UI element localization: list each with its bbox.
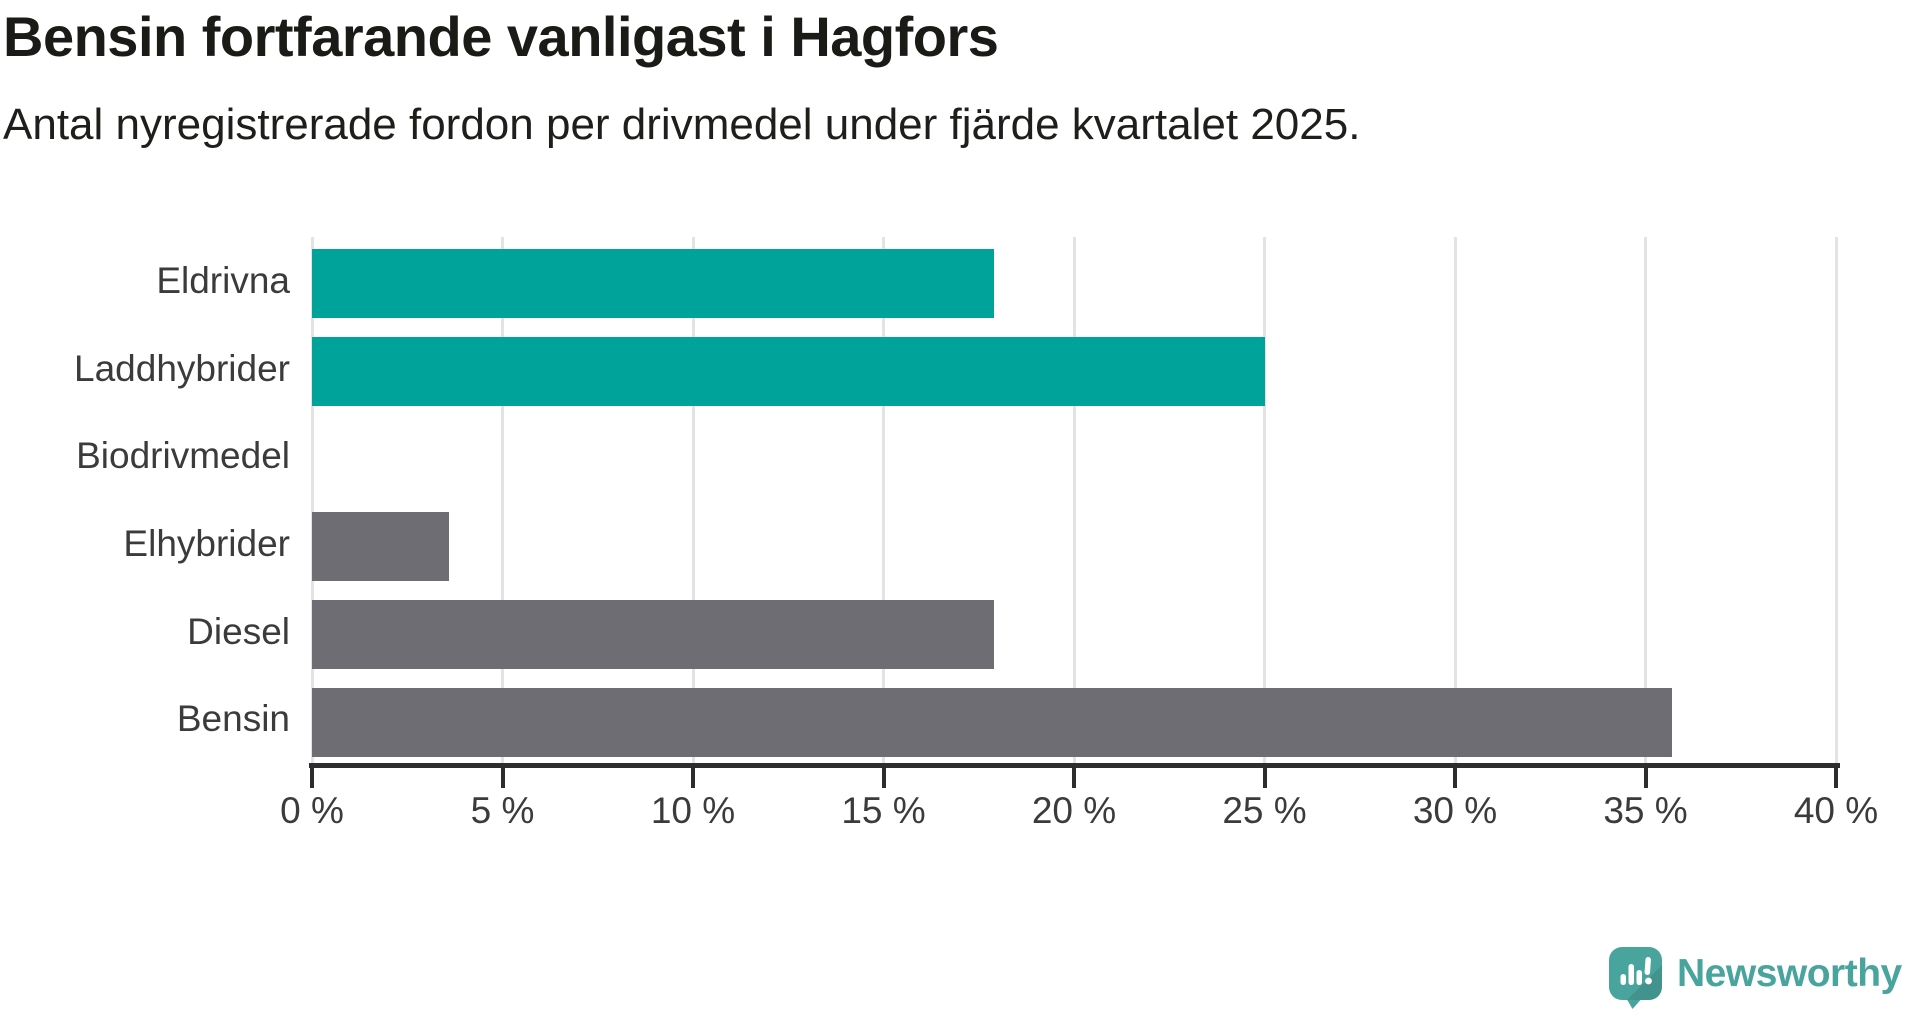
axis-tick <box>881 767 886 788</box>
plot-area <box>310 237 1838 763</box>
axis-tick <box>691 767 695 788</box>
category-label: Diesel <box>187 610 290 652</box>
category-label: Bensin <box>176 698 290 740</box>
gridline <box>1834 237 1838 763</box>
axis-tick <box>500 767 505 788</box>
bar-diesel <box>312 599 994 669</box>
tick-label: 20 % <box>1031 790 1117 831</box>
axis-tick <box>1072 767 1076 788</box>
axis-tick <box>1643 767 1648 788</box>
tick-label: 15 % <box>841 790 926 831</box>
gridline <box>501 237 504 763</box>
tick-label: 5 % <box>470 790 535 831</box>
gridline <box>310 237 314 763</box>
gridline <box>1263 237 1266 763</box>
category-label: Elhybrider <box>123 522 290 564</box>
newsworthy-logo: Newsworthy <box>1608 946 1902 1010</box>
tick-label: 25 % <box>1222 790 1307 831</box>
axis-tick <box>1453 767 1457 788</box>
tick-label: 10 % <box>650 790 736 831</box>
tick-label: 0 % <box>280 790 344 831</box>
chart-subtitle: Antal nyregistrerade fordon per drivmede… <box>3 100 1361 149</box>
bar-elhybrider <box>312 512 450 582</box>
category-label: Biodrivmedel <box>76 435 290 477</box>
tick-label: 40 % <box>1793 790 1879 831</box>
axis-tick <box>1834 767 1838 788</box>
gridline <box>1644 237 1647 763</box>
gridline <box>1072 237 1076 763</box>
chart-title: Bensin fortfarande vanligast i Hagfors <box>3 5 999 68</box>
bar-bensin <box>312 687 1673 757</box>
newsworthy-logo-icon <box>1609 947 1662 1009</box>
gridline <box>882 237 885 763</box>
tick-label: 30 % <box>1412 790 1498 831</box>
category-label: Laddhybrider <box>74 347 290 389</box>
bar-laddhybrider <box>312 336 1265 406</box>
tick-label: 35 % <box>1603 790 1688 831</box>
axis-tick <box>1262 767 1267 788</box>
category-label: Eldrivna <box>156 259 290 301</box>
newsworthy-logo-text: Newsworthy <box>1677 952 1902 995</box>
axis-tick <box>310 767 314 788</box>
x-axis-line <box>309 763 1840 768</box>
gridline <box>691 237 695 763</box>
bar-eldrivna <box>312 249 994 318</box>
category-axis: Eldrivna Laddhybrider Biodrivmedel Elhybrid… <box>0 237 290 763</box>
gridline <box>1453 237 1457 763</box>
